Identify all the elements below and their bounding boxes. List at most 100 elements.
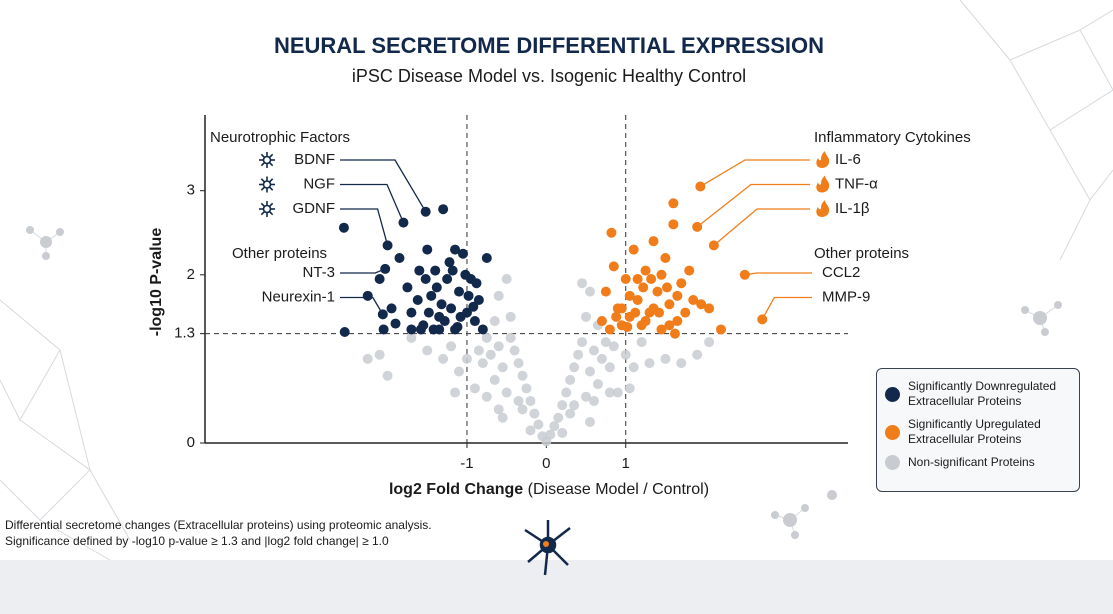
annotation-label: TNF-α	[835, 175, 878, 192]
callout-line	[700, 159, 810, 188]
annotated-point	[380, 263, 391, 274]
annotation-group-title: Inflammatory Cytokines	[814, 129, 971, 146]
annotation-group-title: Other proteins	[232, 245, 327, 262]
data-point	[557, 427, 568, 438]
data-point	[640, 316, 651, 327]
data-point	[460, 269, 471, 280]
data-point	[471, 278, 482, 289]
annotation-label: IL-6	[835, 151, 861, 168]
data-point	[442, 274, 453, 284]
data-point	[704, 337, 715, 348]
data-point	[668, 219, 679, 230]
data-point	[423, 307, 434, 318]
data-point	[622, 321, 633, 332]
legend-label: Non-significant Proteins	[908, 455, 1035, 469]
data-point	[545, 429, 556, 440]
data-point	[461, 353, 472, 364]
data-point	[406, 332, 417, 343]
data-point	[463, 290, 474, 301]
data-point	[561, 387, 572, 398]
neuron-icon	[524, 520, 571, 576]
data-point	[454, 286, 465, 297]
data-point	[489, 374, 500, 385]
data-point	[438, 204, 449, 215]
annotated-point	[708, 240, 719, 251]
y-tick-label: 3	[187, 182, 195, 199]
data-point	[481, 391, 492, 402]
data-point	[415, 324, 426, 335]
data-point	[477, 324, 488, 335]
data-point	[585, 366, 596, 377]
data-point	[616, 303, 627, 314]
data-point	[604, 362, 615, 373]
data-point	[680, 307, 691, 318]
x-tick-label: 0	[542, 455, 550, 472]
data-point	[581, 391, 592, 402]
data-point	[596, 353, 607, 364]
data-point	[394, 252, 405, 263]
legend: Significantly Downregulated Extracellula…	[876, 368, 1080, 492]
data-point	[439, 316, 450, 327]
data-point	[513, 395, 524, 406]
data-point	[509, 345, 520, 356]
data-point	[588, 345, 599, 356]
annotated-point	[398, 217, 409, 228]
y-tick-label: 2	[187, 266, 195, 283]
data-point	[620, 349, 631, 360]
data-point	[672, 290, 683, 301]
data-point	[339, 326, 350, 337]
data-point	[704, 303, 715, 314]
data-point	[412, 295, 423, 306]
data-point	[529, 408, 540, 419]
data-point	[374, 274, 385, 284]
annotation-label: BDNF	[294, 151, 335, 168]
data-point	[692, 349, 703, 360]
callout-line	[340, 183, 405, 223]
data-point	[436, 299, 447, 310]
annotation-group-title: Other proteins	[814, 245, 909, 262]
data-point	[549, 421, 560, 432]
annotated-point	[695, 181, 706, 192]
data-point	[596, 316, 607, 327]
chart-title: NEURAL SECRETOME DIFFERENTIAL EXPRESSION	[274, 33, 824, 58]
data-point	[493, 290, 504, 301]
data-point	[374, 349, 385, 360]
data-point	[565, 374, 576, 385]
data-point	[640, 265, 651, 276]
callout-line	[713, 208, 810, 246]
x-axis-label: log2 Fold Change (Disease Model / Contro…	[389, 481, 709, 498]
data-point	[402, 282, 413, 293]
callout-line	[340, 208, 389, 246]
data-point	[493, 341, 504, 352]
data-point	[469, 383, 480, 394]
annotation-label: IL-1β	[835, 200, 870, 217]
data-point	[668, 198, 679, 209]
data-point	[612, 387, 623, 398]
data-point	[382, 370, 393, 381]
callout-line	[696, 183, 810, 228]
annotation-label: NT-3	[302, 264, 335, 281]
annotation-label: MMP-9	[822, 288, 870, 305]
annotated-point	[377, 309, 388, 320]
data-point	[581, 311, 592, 322]
data-point	[676, 278, 687, 289]
legend-entry: Significantly Downregulated Extracellula…	[885, 379, 1071, 409]
data-point	[406, 307, 417, 318]
data-point	[652, 286, 663, 297]
data-point	[600, 337, 611, 348]
data-point	[715, 324, 726, 335]
data-point	[525, 395, 536, 406]
icon	[816, 151, 830, 168]
data-point	[672, 316, 683, 327]
data-point	[624, 383, 635, 394]
data-point	[450, 387, 461, 398]
annotation-label: NGF	[303, 175, 335, 192]
data-point	[565, 408, 576, 419]
data-point	[446, 341, 457, 352]
data-point	[600, 286, 611, 297]
x-tick-label: -1	[460, 455, 473, 472]
callout-line	[761, 296, 812, 320]
data-point	[592, 379, 603, 390]
data-point	[489, 316, 500, 327]
